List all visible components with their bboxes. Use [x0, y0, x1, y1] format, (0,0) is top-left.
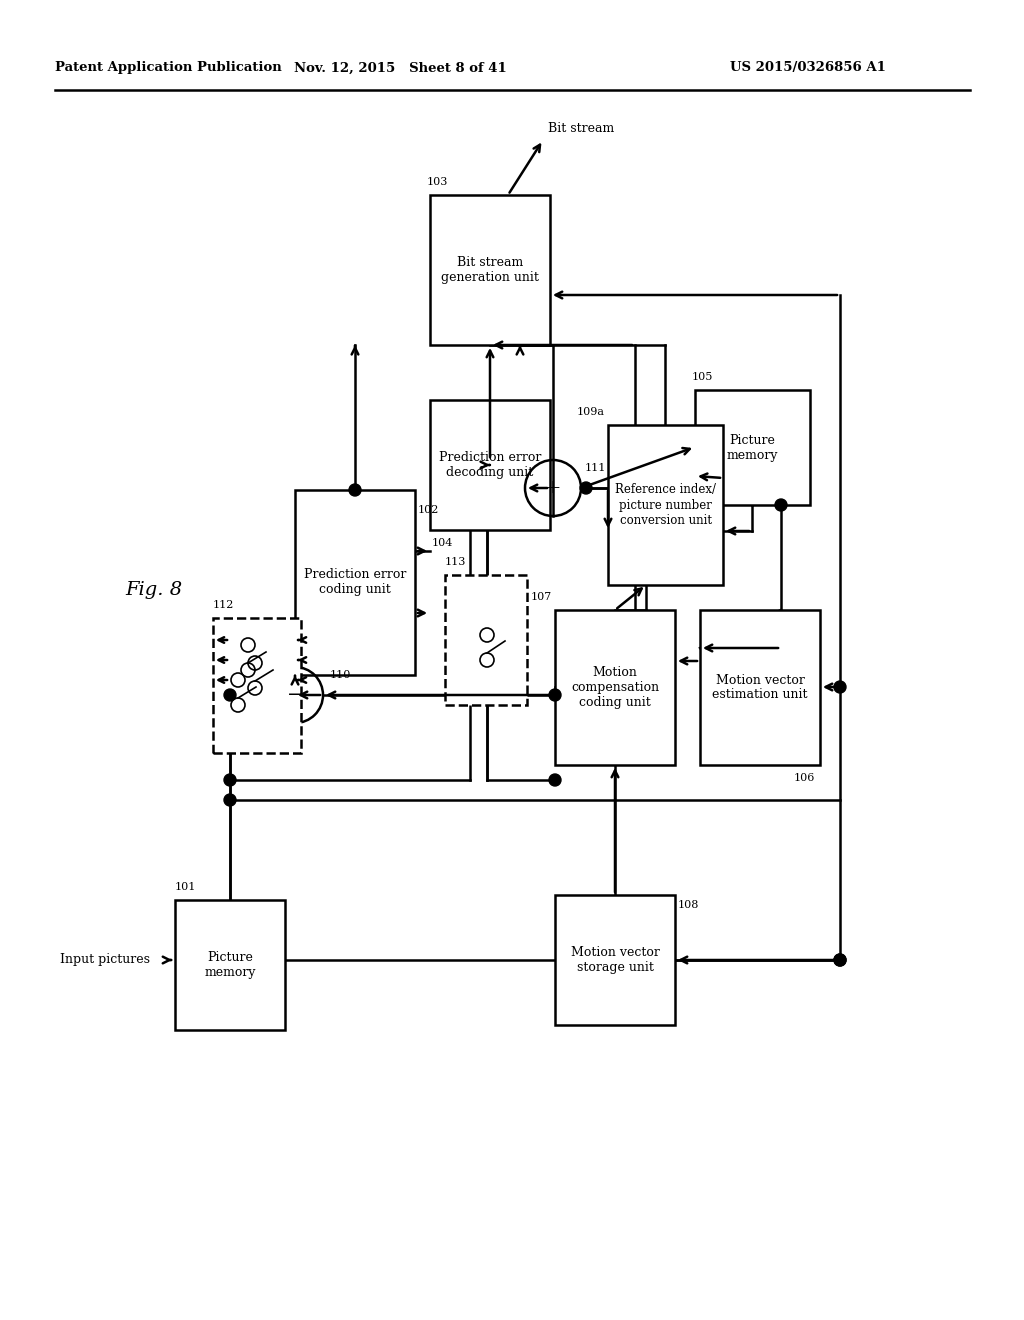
- Text: Bit stream: Bit stream: [548, 121, 614, 135]
- Bar: [213, 618, 301, 752]
- Circle shape: [549, 689, 561, 701]
- Text: Motion vector
storage unit: Motion vector storage unit: [570, 946, 659, 974]
- Text: 103: 103: [427, 177, 449, 187]
- Text: Motion vector
estimation unit: Motion vector estimation unit: [713, 673, 808, 701]
- Circle shape: [834, 681, 846, 693]
- Text: US 2015/0326856 A1: US 2015/0326856 A1: [730, 62, 886, 74]
- Bar: [175, 900, 285, 1030]
- Text: 101: 101: [175, 882, 197, 892]
- Text: 113: 113: [445, 557, 466, 568]
- Circle shape: [549, 774, 561, 785]
- Bar: [700, 610, 820, 766]
- Circle shape: [224, 795, 236, 807]
- Circle shape: [349, 484, 361, 496]
- Text: +: +: [545, 479, 561, 498]
- Circle shape: [224, 689, 236, 701]
- Bar: [608, 425, 723, 585]
- Text: Input pictures: Input pictures: [60, 953, 150, 966]
- Text: 112: 112: [213, 601, 234, 610]
- Text: Picture
memory: Picture memory: [204, 950, 256, 979]
- Text: Reference index/
picture number
conversion unit: Reference index/ picture number conversi…: [615, 483, 716, 527]
- Text: 110: 110: [330, 671, 351, 680]
- Bar: [555, 610, 675, 766]
- Text: −: −: [287, 686, 303, 704]
- Bar: [695, 389, 810, 506]
- Circle shape: [834, 954, 846, 966]
- Bar: [295, 490, 415, 675]
- Bar: [430, 195, 550, 345]
- Text: Prediction error
decoding unit: Prediction error decoding unit: [439, 451, 542, 479]
- Text: Patent Application Publication: Patent Application Publication: [55, 62, 282, 74]
- Circle shape: [775, 499, 787, 511]
- Text: Motion
compensation
coding unit: Motion compensation coding unit: [571, 667, 659, 709]
- Circle shape: [834, 954, 846, 966]
- Text: 108: 108: [678, 900, 699, 909]
- Text: 111: 111: [585, 463, 606, 473]
- Bar: [445, 576, 527, 705]
- Text: 107: 107: [530, 591, 552, 602]
- Text: 102: 102: [418, 506, 439, 515]
- Text: Prediction error
coding unit: Prediction error coding unit: [304, 569, 407, 597]
- Text: 104: 104: [432, 539, 454, 548]
- Circle shape: [224, 774, 236, 785]
- Bar: [430, 400, 550, 531]
- Text: Fig. 8: Fig. 8: [125, 581, 182, 599]
- Text: Picture
memory: Picture memory: [727, 433, 778, 462]
- Text: 105: 105: [692, 372, 714, 381]
- Text: 106: 106: [794, 774, 815, 783]
- Circle shape: [580, 482, 592, 494]
- Bar: [555, 895, 675, 1026]
- Text: Bit stream
generation unit: Bit stream generation unit: [441, 256, 539, 284]
- Text: 109a: 109a: [577, 407, 605, 417]
- Text: Nov. 12, 2015   Sheet 8 of 41: Nov. 12, 2015 Sheet 8 of 41: [294, 62, 507, 74]
